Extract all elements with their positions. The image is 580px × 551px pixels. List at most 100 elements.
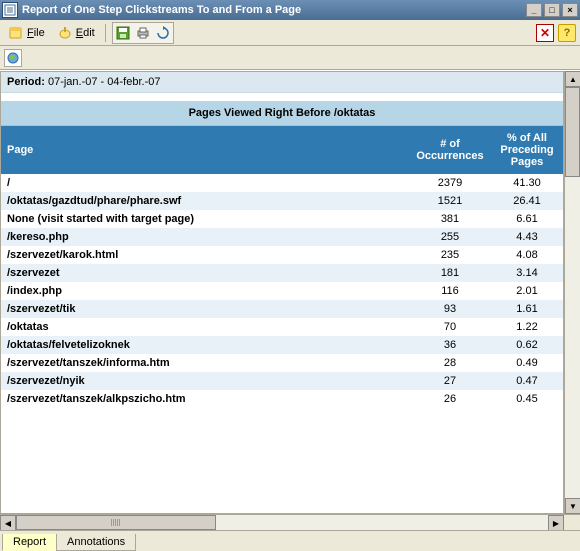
cell-page: /kereso.php [1,228,409,246]
title-bar: Report of One Step Clickstreams To and F… [0,0,580,20]
col-page[interactable]: Page [1,126,409,174]
table-row[interactable]: /oktatas701.22 [1,318,563,336]
vscroll-track[interactable] [565,87,580,498]
edit-menu-label: Edit [76,27,95,39]
tab-report[interactable]: Report [2,534,57,551]
cell-percent: 26.41 [491,192,563,210]
scroll-right-button[interactable]: ▶ [548,515,564,531]
file-menu[interactable]: File [4,22,49,44]
table-row[interactable]: /237941.30 [1,174,563,192]
cell-percent: 41.30 [491,174,563,192]
col-occurrences[interactable]: # of Occurrences [409,126,491,174]
cell-page: /oktatas [1,318,409,336]
vscroll-thumb[interactable] [565,87,580,177]
hscroll-track[interactable] [16,515,548,530]
minimize-button[interactable]: _ [526,3,542,17]
period-value: 07-jan.-07 - 04-febr.-07 [48,76,161,88]
cell-percent: 1.61 [491,300,563,318]
cell-percent: 4.08 [491,246,563,264]
file-menu-label: File [27,27,45,39]
secondary-toolbar [0,46,580,70]
period-label: Period: [7,76,45,88]
app-icon [2,2,18,18]
cell-page: /szervezet [1,264,409,282]
cell-occurrences: 36 [409,336,491,354]
report-scroll-area: Period: 07-jan.-07 - 04-febr.-07 Pages V… [1,72,563,513]
cell-occurrences: 28 [409,354,491,372]
table-row[interactable]: /szervezet/tanszek/informa.htm280.49 [1,354,563,372]
cell-occurrences: 27 [409,372,491,390]
table-row[interactable]: /szervezet/nyik270.47 [1,372,563,390]
globe-button[interactable] [4,49,22,67]
cell-occurrences: 26 [409,390,491,408]
toolbar-icon-group [112,22,174,44]
cell-occurrences: 1521 [409,192,491,210]
table-row[interactable]: /kereso.php2554.43 [1,228,563,246]
cell-page: /szervezet/karok.html [1,246,409,264]
cell-occurrences: 181 [409,264,491,282]
cell-percent: 0.45 [491,390,563,408]
cell-occurrences: 93 [409,300,491,318]
edit-icon [57,25,73,41]
report-panel: Period: 07-jan.-07 - 04-febr.-07 Pages V… [0,71,564,514]
refresh-button[interactable] [154,24,172,42]
cell-page: /index.php [1,282,409,300]
cell-occurrences: 381 [409,210,491,228]
table-row[interactable]: /szervezet/tik931.61 [1,300,563,318]
panel-close-button[interactable]: ✕ [536,24,554,42]
main-toolbar: File Edit ✕ ? [0,20,580,46]
content-area: Period: 07-jan.-07 - 04-febr.-07 Pages V… [0,70,580,514]
cell-percent: 0.49 [491,354,563,372]
table-row[interactable]: None (visit started with target page)381… [1,210,563,228]
table-row[interactable]: /szervezet/karok.html2354.08 [1,246,563,264]
cell-page: / [1,174,409,192]
cell-page: /oktatas/felvetelizoknek [1,336,409,354]
print-button[interactable] [134,24,152,42]
cell-page: /oktatas/gazdtud/phare/phare.swf [1,192,409,210]
cell-occurrences: 70 [409,318,491,336]
scroll-up-button[interactable]: ▲ [565,71,580,87]
scroll-left-button[interactable]: ◀ [0,515,16,531]
table-header-row: Page # of Occurrences % of All Preceding… [1,126,563,174]
save-button[interactable] [114,24,132,42]
table-row[interactable]: /szervezet1813.14 [1,264,563,282]
hscroll-thumb[interactable] [16,515,216,530]
table-row[interactable]: /oktatas/gazdtud/phare/phare.swf152126.4… [1,192,563,210]
cell-percent: 6.61 [491,210,563,228]
toolbar-separator [105,24,106,42]
cell-percent: 2.01 [491,282,563,300]
cell-occurrences: 116 [409,282,491,300]
horizontal-scrollbar-row: ◀ ▶ [0,514,580,530]
vertical-scrollbar[interactable]: ▲ ▼ [564,71,580,514]
close-button[interactable]: × [562,3,578,17]
cell-page: /szervezet/tanszek/alkpszicho.htm [1,390,409,408]
cell-percent: 1.22 [491,318,563,336]
bottom-tabs: Report Annotations [0,530,580,550]
help-button[interactable]: ? [558,24,576,42]
scroll-down-button[interactable]: ▼ [565,498,580,514]
window-title: Report of One Step Clickstreams To and F… [22,4,524,16]
cell-percent: 0.47 [491,372,563,390]
horizontal-scrollbar[interactable]: ◀ ▶ [0,515,564,530]
tab-annotations[interactable]: Annotations [56,534,136,551]
cell-page: /szervezet/nyik [1,372,409,390]
col-percent[interactable]: % of All Preceding Pages [491,126,563,174]
edit-menu[interactable]: Edit [53,22,99,44]
table-row[interactable]: /index.php1162.01 [1,282,563,300]
cell-percent: 3.14 [491,264,563,282]
clickstream-table: Page # of Occurrences % of All Preceding… [1,126,563,408]
cell-page: /szervezet/tik [1,300,409,318]
table-row[interactable]: /oktatas/felvetelizoknek360.62 [1,336,563,354]
maximize-button[interactable]: □ [544,3,560,17]
cell-page: /szervezet/tanszek/informa.htm [1,354,409,372]
cell-percent: 0.62 [491,336,563,354]
table-row[interactable]: /szervezet/tanszek/alkpszicho.htm260.45 [1,390,563,408]
cell-page: None (visit started with target page) [1,210,409,228]
scrollbar-corner [564,515,580,531]
cell-occurrences: 2379 [409,174,491,192]
file-icon [8,25,24,41]
section-title: Pages Viewed Right Before /oktatas [1,93,563,126]
cell-occurrences: 235 [409,246,491,264]
period-bar: Period: 07-jan.-07 - 04-febr.-07 [1,72,563,93]
cell-occurrences: 255 [409,228,491,246]
